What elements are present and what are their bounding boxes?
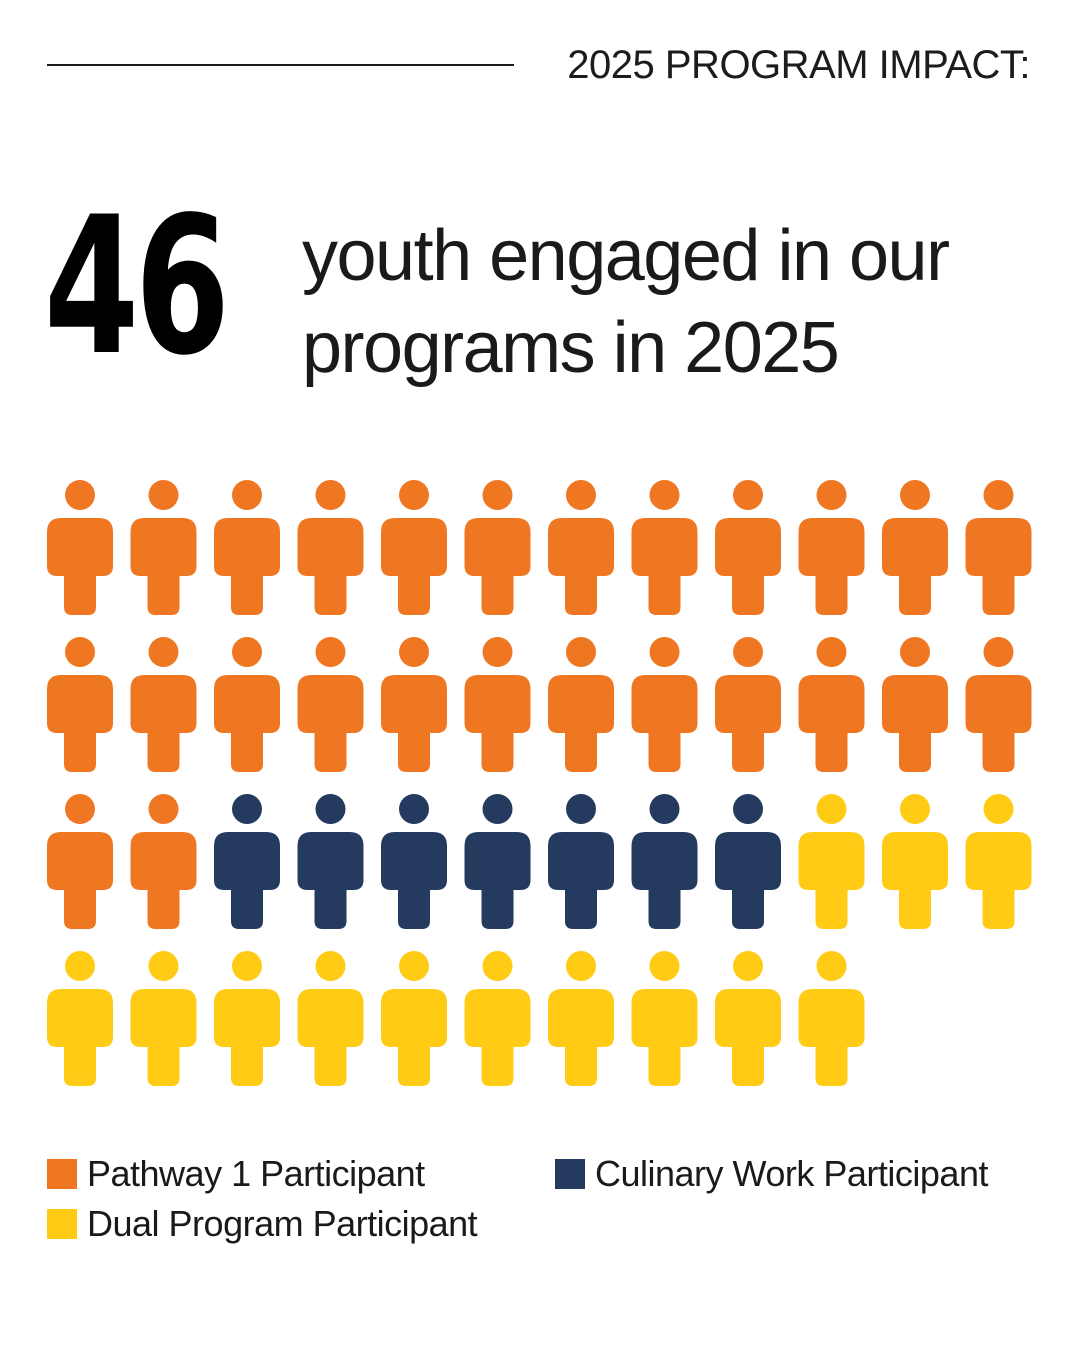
person-icon-pathway xyxy=(381,637,447,772)
person-icon-dual xyxy=(381,951,447,1086)
person-icon-pathway xyxy=(297,637,364,772)
legend-swatch-culinary xyxy=(555,1159,585,1189)
headline-line-1: youth engaged in our xyxy=(302,216,950,296)
person-icon-pathway xyxy=(965,637,1032,772)
person-icon-culinary xyxy=(548,794,614,929)
person-icon-pathway xyxy=(548,637,614,772)
person-icon-culinary xyxy=(297,794,364,929)
headline-text: youth engaged in our programs in 2025 xyxy=(302,210,1042,394)
person-icon-dual xyxy=(631,951,698,1086)
eyebrow-title: 2025 PROGRAM IMPACT: xyxy=(567,43,1030,87)
person-icon-pathway xyxy=(47,480,113,615)
person-icon-pathway xyxy=(631,637,698,772)
person-icon-culinary xyxy=(214,794,280,929)
person-icon-dual xyxy=(798,951,865,1086)
person-icon-pathway xyxy=(381,480,447,615)
person-icon-dual xyxy=(47,951,113,1086)
person-icon-pathway xyxy=(882,637,948,772)
person-icon-dual xyxy=(214,951,280,1086)
person-icon-culinary xyxy=(381,794,447,929)
legend-swatch-pathway xyxy=(47,1159,77,1189)
person-icon-pathway xyxy=(130,637,197,772)
header-rule xyxy=(47,64,514,66)
person-icon-pathway xyxy=(464,637,531,772)
person-icon-pathway xyxy=(798,480,865,615)
person-icon-dual xyxy=(965,794,1032,929)
person-icon-pathway xyxy=(47,794,113,929)
headline-number: 46 xyxy=(44,176,230,397)
person-icon-dual xyxy=(715,951,781,1086)
person-icon-dual xyxy=(882,794,948,929)
person-icon-culinary xyxy=(715,794,781,929)
legend-item-pathway: Pathway 1 Participant xyxy=(47,1152,425,1196)
person-icon-pathway xyxy=(548,480,614,615)
person-icon-dual xyxy=(297,951,364,1086)
person-icon-dual xyxy=(548,951,614,1086)
legend-label-culinary: Culinary Work Participant xyxy=(595,1153,988,1194)
legend-swatch-dual xyxy=(47,1209,77,1239)
person-icon-pathway xyxy=(297,480,364,615)
person-icon-dual xyxy=(130,951,197,1086)
legend-label-pathway: Pathway 1 Participant xyxy=(87,1153,425,1194)
person-icon-culinary xyxy=(631,794,698,929)
legend-item-culinary: Culinary Work Participant xyxy=(555,1152,988,1196)
person-icon-pathway xyxy=(214,637,280,772)
person-icon-pathway xyxy=(965,480,1032,615)
person-icon-pathway xyxy=(631,480,698,615)
person-icon-pathway xyxy=(130,480,197,615)
headline-line-2: programs in 2025 xyxy=(302,308,840,388)
person-icon-dual xyxy=(464,951,531,1086)
person-icon-pathway xyxy=(715,480,781,615)
person-icon-pathway xyxy=(464,480,531,615)
person-icon-pathway xyxy=(798,637,865,772)
person-icon-pathway xyxy=(882,480,948,615)
person-icon-pathway xyxy=(130,794,197,929)
person-icon-pathway xyxy=(47,637,113,772)
person-icon-dual xyxy=(798,794,865,929)
person-icon-culinary xyxy=(464,794,531,929)
legend-item-dual: Dual Program Participant xyxy=(47,1202,478,1246)
person-icon-pathway xyxy=(214,480,280,615)
legend-label-dual: Dual Program Participant xyxy=(87,1203,478,1244)
person-icon-pathway xyxy=(715,637,781,772)
